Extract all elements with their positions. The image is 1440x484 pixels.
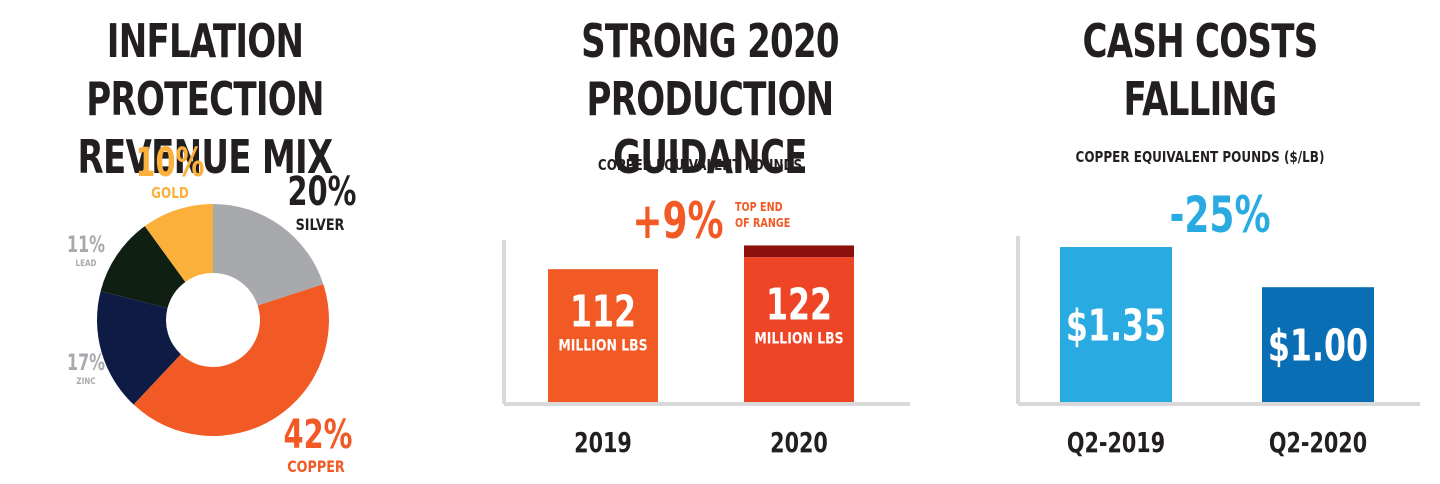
production-title-line1: STRONG 2020 bbox=[581, 14, 840, 68]
bar-unit-label-2019: MILLION LBS bbox=[558, 337, 647, 355]
bar-top-end-range-2020 bbox=[744, 245, 854, 258]
x-tick-label-q2-2020: Q2-2020 bbox=[1269, 426, 1367, 459]
bar-value-label-q2-2019: $1.35 bbox=[1066, 300, 1166, 352]
bar-2020 bbox=[744, 257, 854, 402]
gold-name-label: GOLD bbox=[151, 185, 189, 203]
production-guidance-panel: STRONG 2020 PRODUCTION GUIDANCE COPPER E… bbox=[470, 0, 950, 484]
bar-value-label-2019: 112 bbox=[570, 286, 636, 338]
donut-slice-copper bbox=[133, 284, 330, 437]
copper-name-label: COPPER bbox=[287, 459, 345, 477]
x-tick-label-2020: 2020 bbox=[770, 426, 828, 459]
bar-value-label-q2-2020: $1.00 bbox=[1268, 320, 1368, 372]
production-change-value: +9% bbox=[632, 193, 723, 250]
x-tick-label-q2-2019: Q2-2019 bbox=[1067, 426, 1165, 459]
revenue-mix-panel: INFLATION PROTECTION REVENUE MIX 20% SIL… bbox=[0, 0, 420, 484]
cash-costs-title-line2: FALLING bbox=[1123, 72, 1278, 126]
zinc-name-label: ZINC bbox=[76, 375, 95, 386]
zinc-percent-label: 17% bbox=[67, 349, 105, 375]
lead-name-label: LEAD bbox=[76, 257, 97, 268]
cash-costs-panel: CASH COSTS FALLING COPPER EQUIVALENT POU… bbox=[990, 0, 1440, 484]
lead-percent-label: 11% bbox=[67, 231, 105, 257]
donut-slice-lead bbox=[100, 226, 186, 309]
x-tick-label-2019: 2019 bbox=[574, 426, 632, 459]
production-title-line2: PRODUCTION GUIDANCE bbox=[586, 72, 835, 184]
copper-percent-label: 42% bbox=[284, 412, 353, 458]
bar-q2-2019 bbox=[1060, 247, 1172, 402]
revenue-mix-donut-chart: 20% SILVER 10% GOLD 11% LEAD 17% ZINC 42… bbox=[67, 140, 357, 477]
silver-name-label: SILVER bbox=[296, 217, 345, 235]
revenue-mix-title-line2: REVENUE MIX bbox=[77, 130, 334, 184]
bar-2019 bbox=[548, 269, 658, 402]
bar-unit-label-2020: MILLION LBS bbox=[754, 330, 843, 348]
donut-slice-gold bbox=[144, 204, 213, 282]
donut-slice-zinc bbox=[97, 291, 181, 405]
cash-costs-change-value: -25% bbox=[1169, 187, 1270, 244]
donut-slice-silver bbox=[213, 204, 324, 306]
bar-value-label-2020: 122 bbox=[766, 279, 832, 331]
cash-costs-bar-chart: -25% $1.35 Q2-2019 $1.00 Q2-2020 bbox=[1016, 187, 1420, 459]
gold-percent-label: 10% bbox=[136, 140, 205, 186]
cash-costs-title: CASH COSTS FALLING bbox=[1022, 12, 1377, 128]
cash-costs-subtitle: COPPER EQUIVALENT POUNDS ($/LB) bbox=[1075, 148, 1325, 166]
production-subtitle: COPPER EQUIVALENT POUNDS bbox=[597, 156, 803, 174]
production-change-note-line1: TOP END bbox=[735, 200, 783, 214]
revenue-mix-title: INFLATION PROTECTION REVENUE MIX bbox=[46, 12, 364, 186]
revenue-mix-title-line1: INFLATION PROTECTION bbox=[86, 14, 324, 126]
production-guidance-title: STRONG 2020 PRODUCTION GUIDANCE bbox=[532, 12, 887, 186]
bar-q2-2020 bbox=[1262, 287, 1374, 402]
silver-percent-label: 20% bbox=[288, 169, 357, 215]
production-change-note-line2: OF RANGE bbox=[735, 216, 790, 230]
cash-costs-title-line1: CASH COSTS bbox=[1082, 14, 1319, 68]
